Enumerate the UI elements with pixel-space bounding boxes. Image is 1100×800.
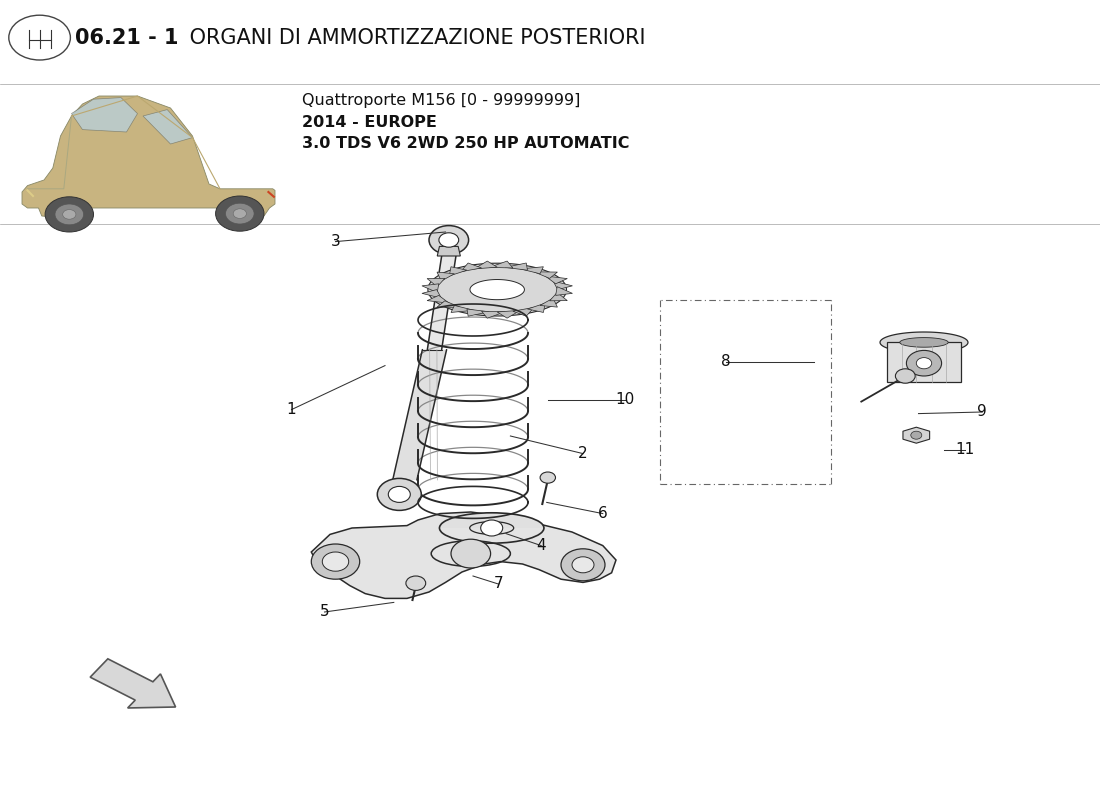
Polygon shape (143, 110, 192, 144)
Text: ORGANI DI AMMORTIZZAZIONE POSTERIORI: ORGANI DI AMMORTIZZAZIONE POSTERIORI (183, 27, 645, 48)
Polygon shape (437, 301, 461, 307)
Polygon shape (546, 276, 568, 284)
Polygon shape (422, 290, 441, 298)
Polygon shape (72, 98, 138, 132)
Text: Quattroporte M156 [0 - 99999999]: Quattroporte M156 [0 - 99999999] (302, 93, 581, 107)
Polygon shape (556, 286, 572, 295)
Text: 7: 7 (494, 577, 503, 591)
Polygon shape (22, 96, 275, 218)
Circle shape (895, 369, 915, 383)
Text: 2: 2 (579, 446, 587, 461)
Circle shape (481, 520, 503, 536)
Polygon shape (903, 427, 929, 443)
Text: 8: 8 (722, 354, 730, 369)
Polygon shape (466, 309, 490, 316)
Circle shape (226, 203, 254, 224)
Circle shape (233, 209, 246, 218)
Polygon shape (461, 263, 482, 272)
Text: 2014 - EUROPE: 2014 - EUROPE (302, 115, 438, 130)
Polygon shape (90, 659, 176, 708)
Polygon shape (422, 284, 439, 293)
Text: 10: 10 (615, 393, 635, 407)
Polygon shape (553, 281, 572, 290)
Text: 1: 1 (287, 402, 296, 417)
Text: 3.0 TDS V6 2WD 250 HP AUTOMATIC: 3.0 TDS V6 2WD 250 HP AUTOMATIC (302, 137, 630, 151)
Circle shape (55, 204, 84, 225)
Polygon shape (311, 512, 616, 598)
Text: 3: 3 (331, 234, 340, 249)
Circle shape (9, 15, 70, 60)
Polygon shape (490, 261, 513, 268)
Polygon shape (437, 246, 460, 256)
Polygon shape (513, 307, 534, 316)
Polygon shape (440, 513, 544, 528)
Polygon shape (534, 272, 558, 278)
Polygon shape (550, 293, 568, 301)
Text: 11: 11 (955, 442, 975, 457)
Circle shape (540, 472, 556, 483)
Circle shape (406, 576, 426, 590)
Text: 6: 6 (598, 506, 607, 521)
Circle shape (45, 197, 94, 232)
Polygon shape (528, 303, 546, 313)
Polygon shape (427, 278, 444, 286)
Polygon shape (540, 298, 558, 307)
Text: 06.21 - 1: 06.21 - 1 (75, 27, 178, 48)
Polygon shape (437, 272, 454, 281)
Polygon shape (505, 263, 528, 270)
Polygon shape (449, 266, 468, 276)
Circle shape (216, 196, 264, 231)
Polygon shape (427, 295, 449, 303)
Circle shape (916, 358, 932, 369)
Text: 4: 4 (537, 538, 546, 553)
Circle shape (911, 431, 922, 439)
Polygon shape (482, 311, 505, 318)
Circle shape (561, 549, 605, 581)
Circle shape (439, 233, 459, 247)
Circle shape (388, 486, 410, 502)
Polygon shape (428, 263, 566, 316)
Circle shape (906, 350, 942, 376)
Polygon shape (887, 342, 961, 382)
Polygon shape (451, 306, 474, 313)
Polygon shape (900, 338, 948, 347)
Circle shape (322, 552, 349, 571)
Circle shape (311, 544, 360, 579)
Polygon shape (497, 310, 520, 318)
Text: 5: 5 (320, 605, 329, 619)
Polygon shape (474, 261, 497, 269)
Circle shape (377, 478, 421, 510)
Text: 9: 9 (978, 405, 987, 419)
Circle shape (572, 557, 594, 573)
Circle shape (451, 539, 491, 568)
Circle shape (63, 210, 76, 219)
Circle shape (429, 226, 469, 254)
Polygon shape (520, 266, 543, 274)
Polygon shape (470, 279, 525, 300)
Polygon shape (880, 332, 968, 353)
